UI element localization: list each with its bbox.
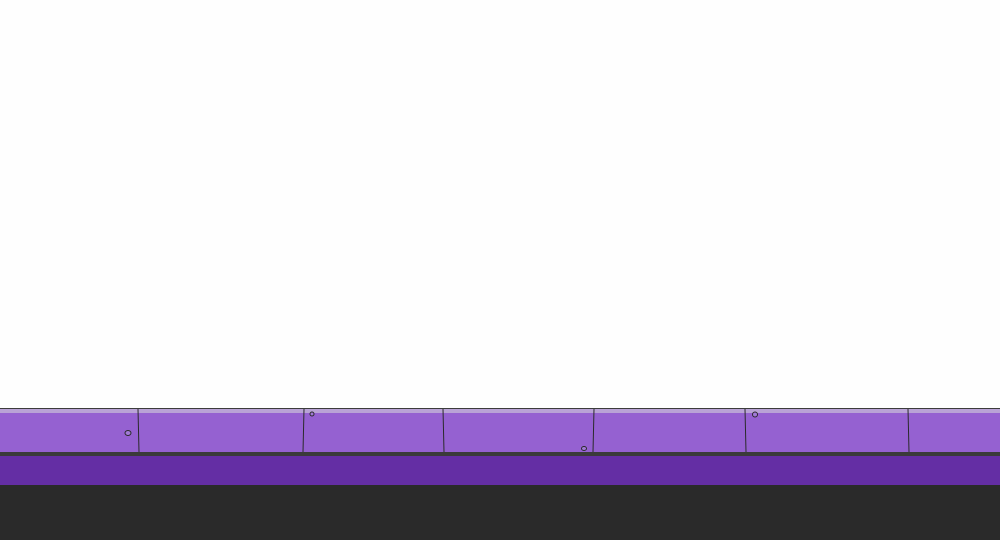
ground-base [0, 485, 1000, 540]
ground-lower [0, 456, 1000, 485]
crack [302, 408, 305, 453]
crack [442, 408, 445, 453]
cracks [137, 408, 910, 453]
sky [0, 0, 1000, 408]
pebble [581, 446, 587, 451]
crack [592, 408, 595, 453]
ground-top [0, 408, 1000, 453]
crack [137, 408, 140, 453]
ground [0, 408, 1000, 540]
ground-highlight [0, 409, 1000, 413]
pebbles [124, 411, 758, 451]
pebble [124, 430, 132, 436]
pebble [752, 411, 758, 418]
ground-seam [0, 452, 1000, 456]
pebble [309, 411, 315, 417]
crack [907, 408, 910, 453]
crack [744, 408, 747, 453]
